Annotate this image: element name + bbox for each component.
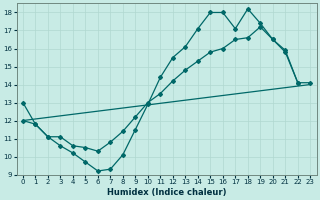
X-axis label: Humidex (Indice chaleur): Humidex (Indice chaleur) [107,188,226,197]
